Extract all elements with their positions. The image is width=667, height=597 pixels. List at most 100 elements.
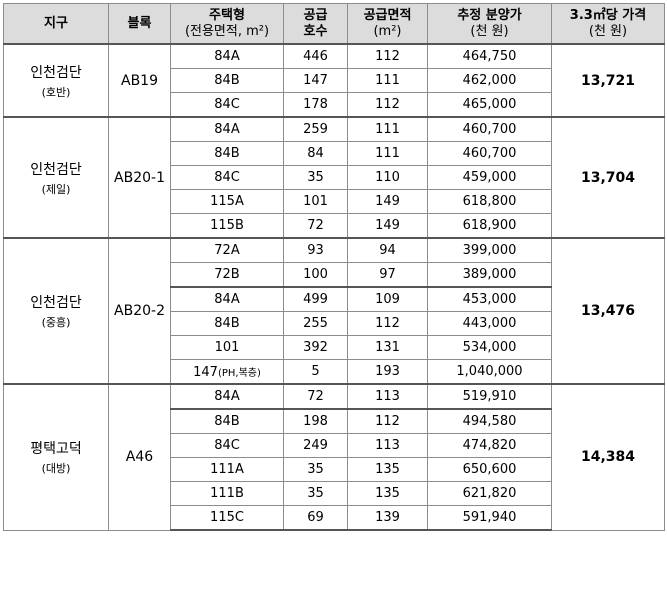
type-value: 115C — [210, 510, 244, 525]
table-row: 84C 178 112 465,000 — [4, 92, 665, 118]
type-value: 84C — [214, 438, 240, 453]
builder-name: (중흥) — [41, 316, 71, 329]
supply-area-cell: 94 — [347, 237, 428, 263]
type-value: 84A — [214, 122, 240, 137]
type-value: 84B — [214, 414, 240, 429]
type-value: 84C — [214, 97, 240, 112]
region-cell: 인천검단 (중흥) — [3, 237, 109, 385]
type-cell: 115C — [170, 505, 284, 531]
type-cell: 101 — [170, 335, 284, 360]
type-cell: 84A — [170, 43, 284, 69]
region-name: 인천검단 — [30, 64, 82, 81]
estimated-price-cell: 474,820 — [427, 433, 552, 458]
supply-area-cell: 112 — [347, 311, 428, 336]
header-supply-area: 공급면적 (m²) — [347, 3, 428, 45]
supply-count-cell: 198 — [283, 408, 348, 434]
estimated-price-cell: 443,000 — [427, 311, 552, 336]
region-cell: 인천검단 (호반) — [3, 43, 109, 118]
type-value: 72A — [214, 243, 240, 258]
type-cell: 115A — [170, 189, 284, 214]
supply-count-cell: 255 — [283, 311, 348, 336]
estimated-price-cell: 494,580 — [427, 408, 552, 434]
builder-name: (대방) — [41, 462, 71, 476]
supply-area-cell: 111 — [347, 141, 428, 166]
estimated-price-cell: 460,700 — [427, 141, 552, 166]
type-cell: 84C — [170, 433, 284, 458]
type-note: (PH,복층) — [217, 367, 261, 379]
type-value: 115B — [210, 218, 244, 233]
table-row: 111A 35 135 650,600 — [4, 457, 665, 482]
region-name: 평택고덕 — [30, 441, 82, 458]
supply-count-cell: 101 — [283, 189, 348, 214]
type-value: 84A — [214, 292, 240, 307]
region-cell: 평택고덕 (대방) — [3, 383, 109, 531]
header-estimated-price: 추정 분양가 (천 원) — [427, 3, 552, 45]
table-row: 평택고덕 (대방) A46 84A 72 113 519,910 14,384 — [3, 383, 665, 531]
estimated-price-cell: 1,040,000 — [427, 359, 552, 385]
estimated-price-cell: 618,900 — [427, 213, 552, 239]
type-cell: 72B — [170, 262, 284, 288]
table-row: 84A 499 109 453,000 — [4, 286, 665, 312]
table-row: 115A 101 149 618,800 — [4, 189, 665, 214]
table-row: 인천검단 (호반) AB19 84A 446 112 464,750 13,721 — [3, 43, 665, 118]
type-cell: 84A — [170, 286, 284, 312]
supply-count-cell: 499 — [283, 286, 348, 312]
supply-area-cell: 113 — [347, 383, 428, 410]
estimated-price-cell: 519,910 — [427, 383, 552, 410]
table-row: 115C 69 139 591,940 — [4, 505, 665, 531]
table-row: 101 392 131 534,000 — [4, 335, 665, 360]
type-value: 147 — [193, 364, 218, 380]
table-row: 115B 72 149 618,900 — [4, 213, 665, 239]
supply-area-cell: 135 — [347, 457, 428, 482]
estimated-price-cell: 591,940 — [427, 505, 552, 531]
type-cell: 84C — [170, 92, 284, 118]
supply-count-cell: 35 — [283, 165, 348, 190]
supply-count-cell: 392 — [283, 335, 348, 360]
estimated-price-cell: 462,000 — [427, 68, 552, 93]
table-row: 84B 147 111 462,000 — [4, 68, 665, 93]
estimated-price-cell: 453,000 — [427, 286, 552, 312]
supply-area-cell: 111 — [347, 68, 428, 93]
type-value: 84B — [214, 73, 240, 88]
supply-count-cell: 178 — [283, 92, 348, 118]
block-cell: AB20-1 — [108, 116, 171, 239]
supply-count-cell: 72 — [283, 383, 348, 410]
table-row: 84B 198 112 494,580 — [4, 408, 665, 434]
supply-count-cell: 259 — [283, 116, 348, 142]
header-region: 지구 — [3, 3, 109, 45]
supply-area-cell: 149 — [347, 213, 428, 239]
type-cell: 111A — [170, 457, 284, 482]
table-row: 인천검단 (중흥) AB20-2 72A 93 94 399,000 13,476 — [3, 237, 665, 385]
supply-count-cell: 446 — [283, 43, 348, 69]
supply-area-cell: 112 — [347, 408, 428, 434]
type-cell: 84B — [170, 68, 284, 93]
estimated-price-cell: 465,000 — [427, 92, 552, 118]
estimated-price-cell: 399,000 — [427, 237, 552, 263]
table-row: 147(PH,복층) 5 193 1,040,000 — [4, 359, 665, 385]
type-cell: 84C — [170, 165, 284, 190]
type-value: 111B — [210, 486, 244, 501]
estimated-price-cell: 459,000 — [427, 165, 552, 190]
table-header: 지구 블록 주택형 (전용면적, m²) 공급 호수 공급면적 (m²) 추정 … — [3, 3, 665, 45]
type-cell: 84B — [170, 141, 284, 166]
supply-area-cell: 135 — [347, 481, 428, 506]
header-supply-count: 공급 호수 — [283, 3, 348, 45]
supply-count-cell: 84 — [283, 141, 348, 166]
type-cell: 84B — [170, 311, 284, 336]
unit-price-cell: 13,704 — [551, 116, 665, 239]
supply-count-cell: 5 — [283, 359, 348, 385]
region-name: 인천검단 — [30, 161, 82, 178]
type-value: 84C — [214, 170, 240, 185]
unit-price-cell: 13,476 — [551, 237, 665, 385]
type-cell: 111B — [170, 481, 284, 506]
type-cell: 147(PH,복층) — [170, 359, 284, 385]
supply-count-cell: 35 — [283, 481, 348, 506]
supply-count-cell: 35 — [283, 457, 348, 482]
type-value: 84A — [214, 49, 240, 64]
type-cell: 72A — [170, 237, 284, 263]
type-value: 72B — [214, 267, 240, 282]
table-row: 72B 100 97 389,000 — [4, 262, 665, 288]
header-block: 블록 — [108, 3, 171, 45]
unit-price-cell: 14,384 — [551, 383, 665, 531]
header-type: 주택형 (전용면적, m²) — [170, 3, 284, 45]
